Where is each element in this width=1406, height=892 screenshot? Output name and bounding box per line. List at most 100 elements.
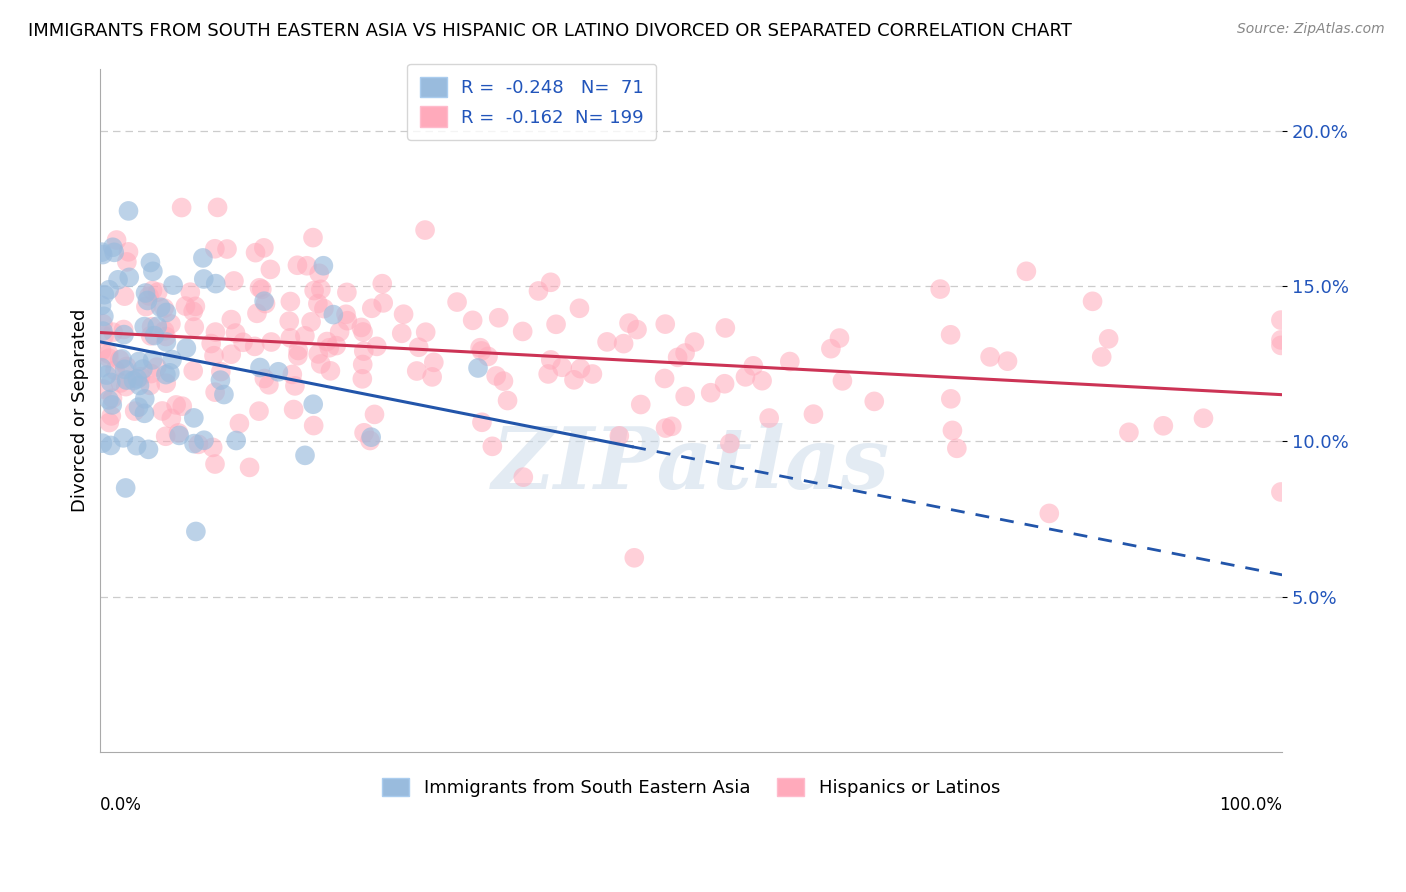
Point (391, 326, 413, 341)
Text: 0.0%: 0.0% (100, 797, 142, 814)
Point (91, 382, 114, 396)
Point (127, 372, 149, 386)
Point (193, 272, 215, 286)
Point (117, 244, 139, 259)
Point (134, 319, 156, 334)
Point (125, 439, 148, 453)
Point (1152, 418, 1174, 433)
Point (699, 385, 721, 400)
Point (93, 329, 115, 343)
Point (90, 343, 112, 358)
Point (1081, 294, 1104, 309)
Point (551, 360, 574, 375)
Y-axis label: Divorced or Separated: Divorced or Separated (72, 309, 89, 512)
Point (160, 317, 183, 331)
Point (302, 284, 325, 298)
Point (540, 352, 562, 367)
Point (714, 321, 737, 335)
Point (101, 398, 124, 412)
Point (111, 351, 134, 366)
Point (359, 434, 381, 448)
Point (91, 247, 114, 261)
Point (142, 352, 165, 367)
Point (114, 362, 136, 376)
Point (626, 322, 648, 336)
Point (335, 307, 357, 321)
Point (302, 230, 325, 244)
Point (115, 255, 138, 269)
Point (569, 361, 592, 376)
Point (485, 368, 508, 383)
Point (159, 366, 181, 380)
Point (352, 325, 374, 339)
Point (540, 275, 562, 289)
Point (363, 408, 385, 422)
Point (461, 313, 484, 327)
Point (481, 439, 503, 453)
Point (253, 371, 276, 385)
Point (110, 376, 132, 390)
Point (295, 259, 318, 273)
Point (128, 378, 150, 392)
Point (143, 328, 166, 343)
Point (204, 385, 226, 400)
Point (371, 277, 394, 291)
Point (91, 324, 114, 338)
Point (132, 362, 155, 376)
Point (112, 322, 135, 336)
Point (97, 392, 120, 407)
Point (1118, 425, 1140, 440)
Point (115, 373, 138, 387)
Point (979, 350, 1001, 364)
Point (104, 363, 127, 377)
Point (939, 327, 962, 342)
Point (259, 262, 281, 277)
Point (139, 378, 162, 392)
Point (299, 315, 322, 329)
Text: 100.0%: 100.0% (1219, 797, 1282, 814)
Point (863, 394, 886, 409)
Point (139, 367, 162, 381)
Point (169, 428, 191, 442)
Point (803, 407, 825, 421)
Point (98, 416, 121, 430)
Point (250, 282, 273, 296)
Point (673, 346, 696, 360)
Point (108, 352, 131, 367)
Point (249, 281, 271, 295)
Point (654, 371, 676, 385)
Point (246, 306, 269, 320)
Point (319, 364, 342, 378)
Point (488, 310, 510, 325)
Point (352, 372, 374, 386)
Point (204, 457, 226, 471)
Point (184, 299, 207, 313)
Point (939, 392, 962, 406)
Point (318, 341, 340, 355)
Point (239, 460, 262, 475)
Point (308, 266, 330, 280)
Point (280, 331, 302, 345)
Point (93, 310, 115, 324)
Point (207, 200, 229, 214)
Point (568, 301, 591, 316)
Point (302, 418, 325, 433)
Point (215, 242, 238, 256)
Point (107, 273, 129, 287)
Point (309, 282, 332, 296)
Point (150, 404, 173, 418)
Point (1270, 313, 1292, 327)
Point (114, 481, 136, 495)
Point (160, 352, 183, 367)
Point (115, 359, 138, 374)
Point (666, 351, 689, 365)
Point (779, 354, 801, 368)
Point (183, 320, 205, 334)
Point (492, 374, 515, 388)
Point (405, 364, 427, 378)
Point (170, 201, 193, 215)
Point (155, 429, 177, 443)
Point (596, 334, 619, 349)
Point (350, 320, 373, 334)
Point (1091, 350, 1114, 364)
